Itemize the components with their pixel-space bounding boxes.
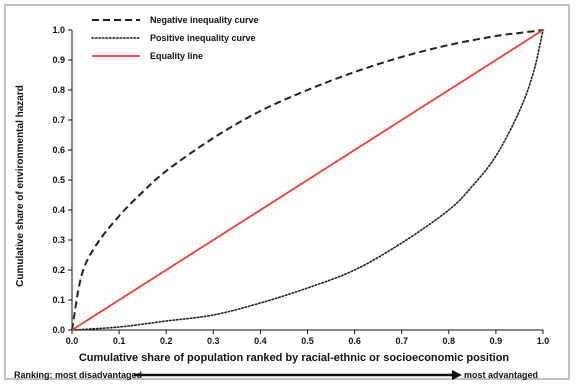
y-tick-label: 0.9 [52, 55, 65, 65]
ticks: 0.0 0.1 0.2 0.3 0.4 0.5 0.6 0.7 0.8 0.9 1.0 0.0 0.1 0… [52, 25, 549, 346]
x-tick-label: 0.6 [348, 336, 361, 346]
x-tick-label: 0.8 [443, 336, 456, 346]
ranking-right-label: most advantaged [464, 370, 538, 380]
series-layer [71, 29, 544, 331]
x-tick-label: 0.7 [395, 336, 408, 346]
chart-svg: 0.0 0.1 0.2 0.3 0.4 0.5 0.6 0.7 0.8 0.9 1.0 0.0 0.1 0… [14, 15, 549, 380]
y-tick-label: 0.0 [52, 325, 65, 335]
y-tick-label: 0.3 [52, 235, 65, 245]
chart-frame: 0.0 0.1 0.2 0.3 0.4 0.5 0.6 0.7 0.8 0.9 1.0 0.0 0.1 0… [4, 4, 570, 380]
ranking-left-label: Ranking: most disadvantaged [14, 370, 142, 380]
legend-label-positive-inequality-curve: Positive inequality curve [150, 33, 256, 43]
y-tick-label: 0.2 [52, 265, 65, 275]
series-positive-inequality-curve [71, 29, 544, 331]
x-tick-label: 0.3 [207, 336, 220, 346]
y-tick-label: 0.1 [52, 295, 65, 305]
y-tick-label: 0.8 [52, 85, 65, 95]
ranking-arrow-head [452, 370, 462, 380]
x-tick-label: 0.9 [490, 336, 503, 346]
legend: Negative inequality curve Positive inequa… [91, 15, 259, 61]
series-equality-line [71, 29, 544, 331]
y-tick-label: 0.6 [52, 145, 65, 155]
y-tick-label: 1.0 [52, 25, 65, 35]
ranking-row: Ranking: most disadvantaged most advanta… [14, 370, 538, 380]
y-tick-label: 0.5 [52, 175, 65, 185]
y-tick-label: 0.7 [52, 115, 65, 125]
x-tick-label: 0.0 [66, 336, 79, 346]
legend-label-negative-inequality-curve: Negative inequality curve [150, 15, 259, 25]
x-axis-title: Cumulative share of population ranked by… [79, 352, 510, 364]
legend-label-equality-line: Equality line [150, 51, 203, 61]
series-negative-inequality-curve [71, 29, 544, 331]
x-tick-label: 0.5 [301, 336, 314, 346]
x-tick-label: 0.2 [160, 336, 173, 346]
x-tick-label: 1.0 [537, 336, 550, 346]
x-tick-label: 0.1 [113, 336, 126, 346]
x-tick-label: 0.4 [254, 336, 267, 346]
y-axis-title: Cumulative share of environmental hazard [15, 85, 26, 287]
y-tick-label: 0.4 [52, 205, 65, 215]
